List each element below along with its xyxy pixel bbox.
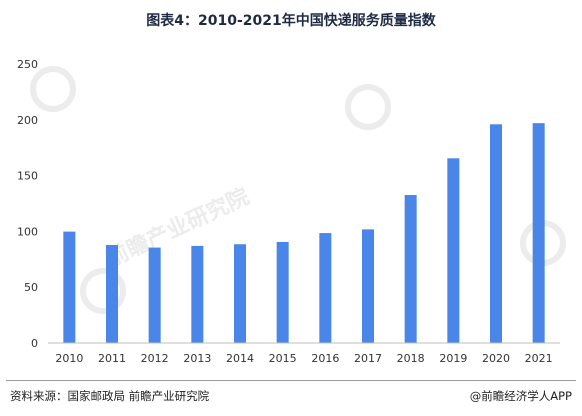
watermark-logo-icon	[30, 66, 76, 112]
bar-chart: 0 50 100 150 200 250 2010 2011 2012 2013 2014 2015…	[17, 58, 560, 365]
y-tick-label: 50	[24, 281, 38, 294]
x-tick-label: 2020	[482, 352, 510, 365]
y-tick-label: 100	[17, 225, 38, 238]
credit-note: @前瞻经济学人APP	[469, 389, 572, 403]
watermark-logo-icon	[80, 268, 126, 314]
x-tick-label: 2017	[354, 352, 382, 365]
x-tick-label: 2014	[226, 352, 254, 365]
bar-2013	[191, 245, 204, 343]
bar-2012	[148, 247, 161, 343]
y-axis: 0 50 100 150 200 250	[17, 58, 38, 350]
x-axis: 2010 2011 2012 2013 2014 2015 2016 2017 2018 2019…	[55, 352, 552, 365]
x-tick-label: 2012	[141, 352, 169, 365]
bar-2010	[63, 231, 76, 343]
y-tick-label: 0	[31, 337, 38, 350]
x-tick-label: 2015	[269, 352, 297, 365]
y-tick-label: 150	[17, 170, 38, 183]
bar-2015	[276, 242, 289, 343]
y-tick-label: 250	[17, 58, 38, 71]
x-tick-label: 2013	[183, 352, 211, 365]
bar-2020	[490, 124, 502, 343]
bar-2018	[404, 195, 417, 343]
x-tick-label: 2021	[525, 352, 553, 365]
chart-title: 图表4：2010-2021年中国快递服务质量指数	[146, 13, 436, 29]
bar-2011	[106, 245, 118, 343]
x-tick-label: 2011	[98, 352, 126, 365]
bar-2021	[532, 123, 545, 343]
footer-divider	[6, 380, 576, 381]
source-note: 资料来源：国家邮政局 前瞻产业研究院	[10, 389, 210, 403]
watermark-logo-icon	[345, 84, 391, 130]
bar-2017	[362, 229, 374, 343]
x-tick-label: 2016	[311, 352, 339, 365]
bar-2014	[234, 244, 246, 343]
bar-2019	[447, 158, 460, 343]
y-tick-label: 200	[17, 114, 38, 127]
bar-series	[63, 123, 545, 343]
bar-2016	[319, 233, 332, 343]
x-tick-label: 2018	[397, 352, 425, 365]
x-tick-label: 2010	[55, 352, 83, 365]
x-tick-label: 2019	[439, 352, 467, 365]
